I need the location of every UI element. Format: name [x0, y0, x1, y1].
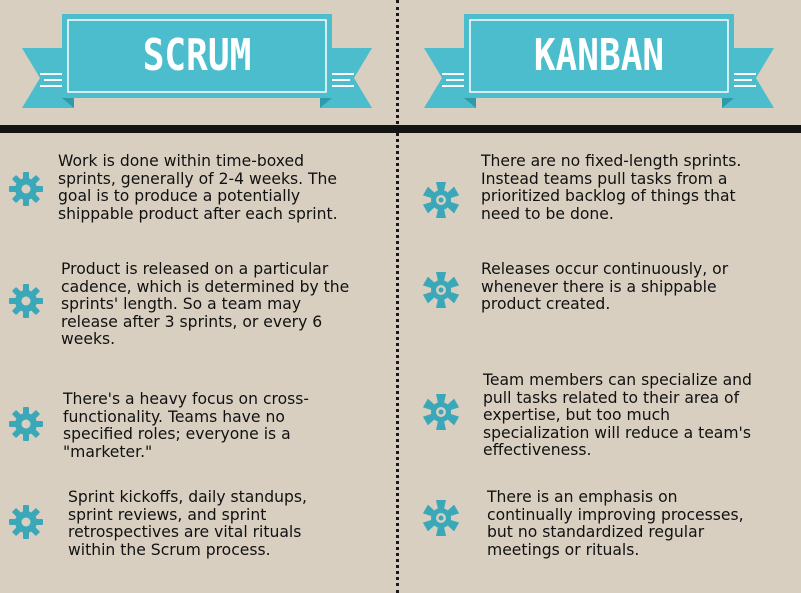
text-line: pull tasks related to their area of: [483, 388, 740, 407]
gear-icon: [9, 284, 43, 318]
scrum-item-text: There's a heavy focus on cross- function…: [63, 390, 309, 461]
text-line: specified roles; everyone is a: [63, 425, 291, 444]
text-line: specialization will reduce a team's: [483, 423, 751, 442]
scrum-banner: SCRUM: [22, 14, 372, 114]
text-line: Sprint kickoffs, daily standups,: [68, 488, 307, 506]
text-line: goal is to produce a potentially: [58, 187, 301, 206]
kanban-banner: KANBAN: [424, 14, 774, 114]
text-line: shippable product after each sprint.: [58, 204, 338, 223]
text-line: Team members can specialize and: [483, 371, 752, 389]
text-line: There are no fixed-length sprints.: [481, 152, 742, 170]
kanban-item-text: Releases occur continuously, or whenever…: [481, 260, 729, 314]
scrum-item-text: Work is done within time-boxed sprints, …: [58, 152, 338, 223]
text-line: There is an emphasis on: [487, 488, 678, 506]
text-line: within the Scrum process.: [68, 540, 271, 559]
scrum-item-text: Sprint kickoffs, daily standups, sprint …: [68, 488, 307, 559]
text-line: There's a heavy focus on cross-: [63, 390, 309, 408]
gear-icon: [9, 172, 43, 206]
text-line: cadence, which is determined by the: [61, 277, 350, 296]
gear-icon: [9, 505, 43, 539]
kanban-title: KANBAN: [533, 30, 665, 81]
text-line: retrospectives are vital rituals: [68, 523, 302, 542]
column-divider: [396, 0, 399, 593]
scrum-title: SCRUM: [142, 30, 252, 81]
text-line: product created.: [481, 295, 611, 314]
kanban-item-text: Team members can specialize and pull tas…: [483, 371, 752, 460]
text-line: continually improving processes,: [487, 505, 744, 524]
scrum-item-text: Product is released on a particular cade…: [61, 260, 350, 349]
kanban-item-text: There are no fixed-length sprints. Inste…: [481, 152, 742, 223]
gear-icon: [422, 500, 460, 536]
text-line: Instead teams pull tasks from a: [481, 169, 728, 188]
text-line: Product is released on a particular: [61, 260, 329, 278]
gear-icon: [422, 272, 460, 308]
text-line: need to be done.: [481, 204, 614, 223]
text-line: weeks.: [61, 330, 116, 349]
text-line: sprint reviews, and sprint: [68, 505, 267, 524]
text-line: meetings or rituals.: [487, 540, 640, 559]
text-line: whenever there is a shippable: [481, 277, 717, 296]
text-line: effectiveness.: [483, 441, 592, 460]
ribbon-shape: [424, 14, 774, 108]
gear-icon: [422, 182, 460, 218]
text-line: release after 3 sprints, or every 6: [61, 312, 323, 331]
text-line: functionality. Teams have no: [63, 407, 285, 426]
kanban-item-text: There is an emphasis on continually impr…: [487, 488, 744, 559]
text-line: prioritized backlog of things that: [481, 187, 736, 206]
text-line: but no standardized regular: [487, 523, 705, 542]
text-line: sprints' length. So a team may: [61, 295, 302, 314]
ribbon-shape: [22, 14, 372, 108]
gear-icon: [9, 407, 43, 441]
text-line: expertise, but too much: [483, 406, 671, 425]
text-line: Work is done within time-boxed: [58, 152, 305, 170]
text-line: Releases occur continuously, or: [481, 260, 729, 278]
gear-icon: [422, 394, 460, 430]
text-line: sprints, generally of 2-4 weeks. The: [58, 169, 338, 188]
header-rule: [0, 125, 801, 133]
text-line: "marketer.": [63, 442, 153, 461]
